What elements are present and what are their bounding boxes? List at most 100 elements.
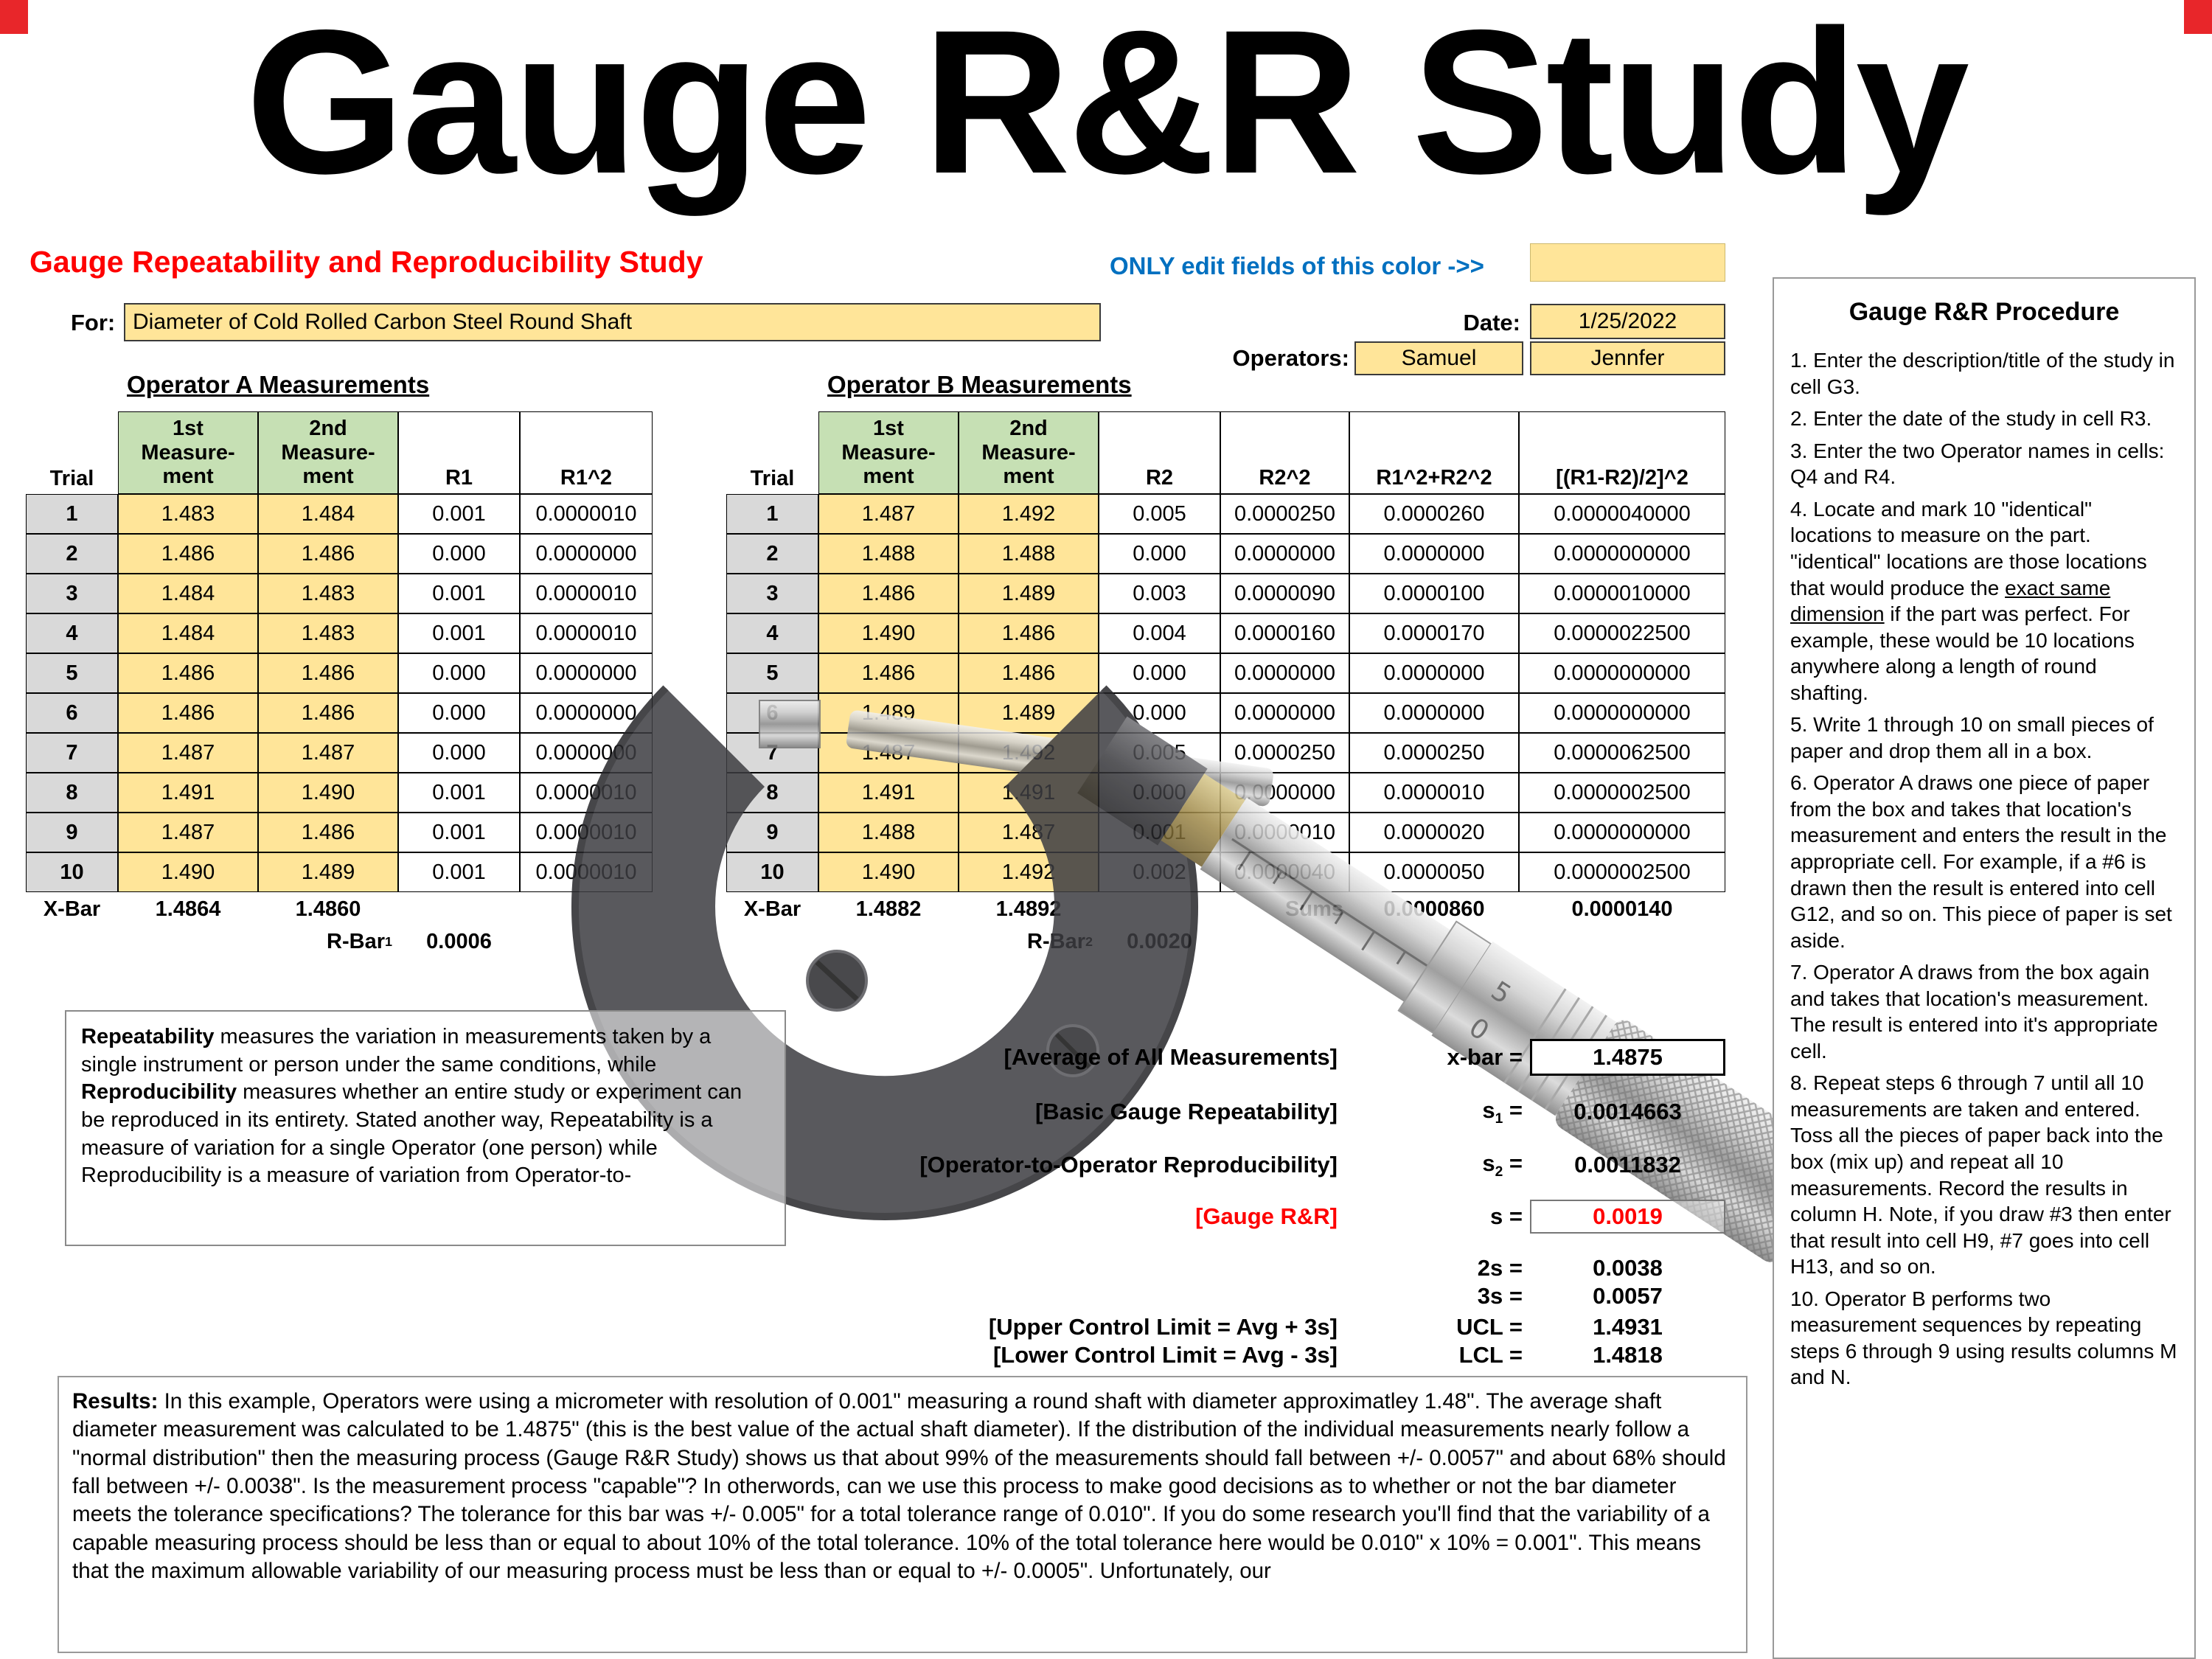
measurement-cell[interactable]: 1.486 xyxy=(118,693,258,733)
col-header-r2sq: R2^2 xyxy=(1220,411,1349,494)
measurement-cell[interactable]: 1.491 xyxy=(959,773,1099,813)
measurement-cell[interactable]: 1.487 xyxy=(818,494,959,534)
operator-a-name-field[interactable]: Samuel xyxy=(1354,341,1523,375)
trial-cell: 8 xyxy=(726,773,818,813)
edit-color-note: ONLY edit fields of this color ->> xyxy=(1110,252,1484,279)
red-corner-accent-right xyxy=(2184,0,2212,34)
measurement-cell[interactable]: 1.489 xyxy=(818,693,959,733)
procedure-title: Gauge R&R Procedure xyxy=(1848,298,2120,326)
sum-squares-cell: 0.0000000 xyxy=(1349,534,1519,574)
measurement-cell[interactable]: 1.487 xyxy=(959,813,1099,852)
measurement-cell[interactable]: 1.490 xyxy=(118,852,258,892)
table-row: 3 1.486 1.489 0.003 0.0000090 0.0000100 … xyxy=(726,574,1725,613)
table-row: 1 1.487 1.492 0.005 0.0000250 0.0000260 … xyxy=(726,494,1725,534)
measurement-cell[interactable]: 1.486 xyxy=(959,653,1099,693)
range-squared-cell: 0.0000000 xyxy=(1220,534,1349,574)
trial-cell: 7 xyxy=(726,733,818,773)
measurement-cell[interactable]: 1.486 xyxy=(959,613,1099,653)
table-row: 4 1.490 1.486 0.004 0.0000160 0.0000170 … xyxy=(726,613,1725,653)
xbar-value: 1.4882 xyxy=(855,897,922,921)
range-squared-cell: 0.0000000 xyxy=(520,693,653,733)
measurement-cell[interactable]: 1.487 xyxy=(118,813,258,852)
measurement-cell[interactable]: 1.491 xyxy=(118,773,258,813)
table-row: 1 1.483 1.484 0.001 0.0000010 xyxy=(26,494,653,534)
col-header-2nd-measurement: 2nd Measure- ment xyxy=(959,411,1099,494)
stat-gauge-rr: [Gauge R&R] s = 0.0019 xyxy=(737,1197,1725,1236)
range-squared-cell: 0.0000250 xyxy=(1220,733,1349,773)
stat-value: 1.4818 xyxy=(1593,1342,1663,1368)
table-row: 8 1.491 1.490 0.001 0.0000010 xyxy=(26,773,653,813)
sum-squares-cell: 0.0000000 xyxy=(1349,693,1519,733)
diff-squared-cell: 0.0000000000 xyxy=(1519,813,1725,852)
study-description-field[interactable]: Diameter of Cold Rolled Carbon Steel Rou… xyxy=(124,303,1101,341)
trial-cell: 6 xyxy=(726,693,818,733)
measurement-cell[interactable]: 1.492 xyxy=(959,733,1099,773)
stat-symbol: 2s = xyxy=(1477,1255,1523,1281)
measurement-cell[interactable]: 1.486 xyxy=(258,653,398,693)
measurement-cell[interactable]: 1.486 xyxy=(258,813,398,852)
range-cell: 0.000 xyxy=(1099,653,1220,693)
measurement-cell[interactable]: 1.483 xyxy=(258,613,398,653)
procedure-step: 1. Enter the description/title of the st… xyxy=(1790,349,2175,398)
measurement-cell[interactable]: 1.487 xyxy=(258,733,398,773)
measurement-cell[interactable]: 1.492 xyxy=(959,852,1099,892)
table-row: 7 1.487 1.492 0.005 0.0000250 0.0000250 … xyxy=(726,733,1725,773)
trial-cell: 8 xyxy=(26,773,118,813)
measurement-cell[interactable]: 1.490 xyxy=(818,852,959,892)
stat-value: 0.0019 xyxy=(1530,1200,1725,1234)
measurement-cell[interactable]: 1.489 xyxy=(959,574,1099,613)
measurement-cell[interactable]: 1.487 xyxy=(118,733,258,773)
diff-squared-cell: 0.0000002500 xyxy=(1519,852,1725,892)
measurement-cell[interactable]: 1.486 xyxy=(258,534,398,574)
table-row: 6 1.486 1.486 0.000 0.0000000 xyxy=(26,693,653,733)
measurement-cell[interactable]: 1.484 xyxy=(258,494,398,534)
sum-squares-cell: 0.0000010 xyxy=(1349,773,1519,813)
procedure-step: 7. Operator A draws from the box again a… xyxy=(1790,961,2158,1062)
measurement-cell[interactable]: 1.492 xyxy=(959,494,1099,534)
measurement-cell[interactable]: 1.490 xyxy=(258,773,398,813)
rbar-value: 0.0006 xyxy=(426,929,492,953)
measurement-cell[interactable]: 1.484 xyxy=(118,574,258,613)
range-squared-cell: 0.0000040 xyxy=(1220,852,1349,892)
measurement-cell[interactable]: 1.486 xyxy=(118,653,258,693)
col-header-r1: R1 xyxy=(398,411,520,494)
operator-a-table: Trial 1st Measure- ment 2nd Measure- men… xyxy=(26,411,653,957)
stat-value: 1.4931 xyxy=(1593,1314,1663,1340)
range-squared-cell: 0.0000010 xyxy=(520,574,653,613)
table-row: 8 1.491 1.491 0.000 0.0000000 0.0000010 … xyxy=(726,773,1725,813)
measurement-cell[interactable]: 1.491 xyxy=(818,773,959,813)
measurement-cell[interactable]: 1.483 xyxy=(118,494,258,534)
measurement-cell[interactable]: 1.489 xyxy=(959,693,1099,733)
stat-symbol: 3s = xyxy=(1477,1283,1523,1309)
measurement-cell[interactable]: 1.486 xyxy=(118,534,258,574)
date-field[interactable]: 1/25/2022 xyxy=(1530,304,1725,339)
xbar-label: X-Bar xyxy=(743,897,801,921)
table-row: 7 1.487 1.487 0.000 0.0000000 xyxy=(26,733,653,773)
measurement-cell[interactable]: 1.489 xyxy=(258,852,398,892)
measurement-cell[interactable]: 1.486 xyxy=(258,693,398,733)
measurement-cell[interactable]: 1.490 xyxy=(818,613,959,653)
study-heading: Gauge Repeatability and Reproducibility … xyxy=(29,245,703,279)
red-corner-accent-left xyxy=(0,0,28,34)
col-header-trial: Trial xyxy=(49,467,94,490)
measurement-cell[interactable]: 1.484 xyxy=(118,613,258,653)
stat-value: 1.4875 xyxy=(1530,1039,1725,1076)
rbar-value: 0.0020 xyxy=(1127,929,1192,953)
range-cell: 0.005 xyxy=(1099,733,1220,773)
trial-cell: 4 xyxy=(26,613,118,653)
diff-squared-cell: 0.0000002500 xyxy=(1519,773,1725,813)
measurement-cell[interactable]: 1.486 xyxy=(818,653,959,693)
measurement-cell[interactable]: 1.483 xyxy=(258,574,398,613)
measurement-cell[interactable]: 1.488 xyxy=(959,534,1099,574)
trial-cell: 10 xyxy=(726,852,818,892)
table-row: 2 1.486 1.486 0.000 0.0000000 xyxy=(26,534,653,574)
rbar-label: R-Bar 1 xyxy=(327,929,392,953)
operator-b-name-field[interactable]: Jennfer xyxy=(1530,341,1725,375)
range-cell: 0.003 xyxy=(1099,574,1220,613)
procedure-step: 10. Operator B performs two measurement … xyxy=(1790,1287,2177,1389)
range-squared-cell: 0.0000090 xyxy=(1220,574,1349,613)
measurement-cell[interactable]: 1.488 xyxy=(818,813,959,852)
measurement-cell[interactable]: 1.486 xyxy=(818,574,959,613)
measurement-cell[interactable]: 1.488 xyxy=(818,534,959,574)
measurement-cell[interactable]: 1.487 xyxy=(818,733,959,773)
